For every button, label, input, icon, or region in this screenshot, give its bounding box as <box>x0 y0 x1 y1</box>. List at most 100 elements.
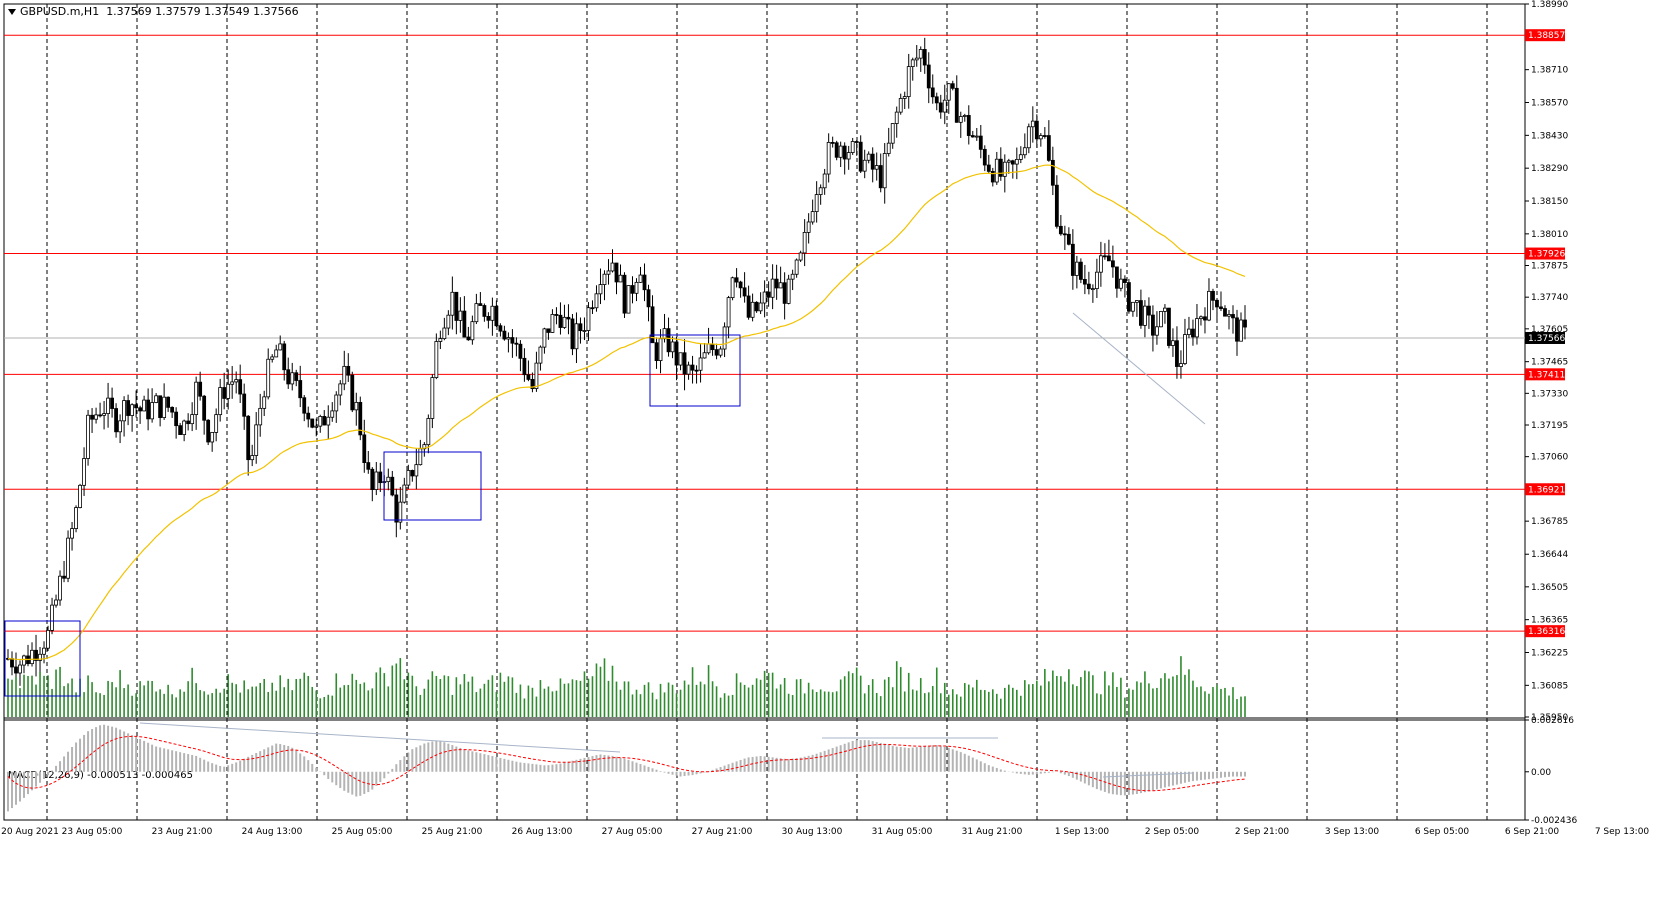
candle-body <box>362 434 367 463</box>
candle-body <box>858 141 863 172</box>
candle-body <box>518 343 523 359</box>
candle-body <box>1207 290 1211 321</box>
candle-body <box>1046 135 1051 161</box>
candle-body <box>298 380 303 399</box>
price-label: 1.37060 <box>1531 453 1568 463</box>
candle-body <box>206 419 211 443</box>
candle-body <box>166 396 171 408</box>
candle-body <box>34 649 38 661</box>
candle-body <box>1006 160 1011 163</box>
candle-body <box>906 66 911 97</box>
candle-body <box>986 164 991 172</box>
candle-body <box>146 399 151 420</box>
candle-body <box>950 83 955 89</box>
candle-body <box>466 336 471 341</box>
candle-body <box>470 321 475 341</box>
candle-body <box>822 173 827 189</box>
time-label: 31 Aug 21:00 <box>962 827 1023 837</box>
candle-body <box>158 395 163 418</box>
candle-body <box>1191 328 1195 338</box>
candle-body <box>694 369 699 372</box>
candle-body <box>498 325 503 332</box>
candle-body <box>946 83 951 101</box>
candle-body <box>406 470 411 486</box>
candle-body <box>1123 278 1127 283</box>
candle-body <box>1235 317 1239 342</box>
candle-body <box>894 111 899 124</box>
candle-body <box>514 342 519 345</box>
macd-signal-line <box>7 735 1246 792</box>
candle-body <box>718 348 723 356</box>
collapse-triangle-icon[interactable] <box>8 9 16 15</box>
candle-body <box>202 395 207 421</box>
candle-body <box>90 414 94 420</box>
candle-body <box>1086 283 1091 290</box>
candle-body <box>14 666 18 674</box>
candle-body <box>930 87 935 98</box>
price-label: 1.37740 <box>1531 293 1568 303</box>
candle-body <box>42 647 46 655</box>
candle-body <box>454 291 459 321</box>
candle-body <box>942 99 947 113</box>
candle-body <box>1054 184 1059 227</box>
candle-body <box>178 425 183 435</box>
candle-body <box>138 407 143 412</box>
candle-body <box>1118 278 1123 289</box>
candle-body <box>1175 340 1179 367</box>
candle-body <box>170 406 175 413</box>
price-label: 1.36225 <box>1531 649 1568 659</box>
time-label: 1 Sep 13:00 <box>1055 827 1110 837</box>
candle-body <box>914 57 919 61</box>
candle-body <box>814 194 819 213</box>
candle-body <box>314 425 319 428</box>
candle-body <box>610 262 615 272</box>
time-label: 24 Aug 13:00 <box>242 827 303 837</box>
candle-body <box>486 315 491 321</box>
candle-body <box>554 314 559 316</box>
candle-body <box>1074 261 1079 276</box>
price-label: 1.36785 <box>1531 517 1568 527</box>
candle-body <box>306 412 311 420</box>
candle-body <box>934 96 939 104</box>
candle-body <box>898 98 903 113</box>
candle-body <box>642 274 647 291</box>
price-label: 1.36644 <box>1531 550 1568 560</box>
price-label: 1.37195 <box>1531 421 1568 431</box>
price-label: 1.37605 <box>1531 325 1568 335</box>
price-label: 1.36365 <box>1531 616 1568 626</box>
annotation-box <box>383 451 482 521</box>
candle-body <box>230 381 235 385</box>
candle-body <box>1034 120 1039 140</box>
candle-body <box>1155 326 1159 336</box>
level-badge <box>1525 625 1565 638</box>
candle-body <box>302 397 307 414</box>
candle-body <box>134 404 139 409</box>
candle-body <box>710 343 715 351</box>
time-label: 26 Aug 13:00 <box>512 827 573 837</box>
candle-body <box>618 274 623 283</box>
candle-body <box>982 148 987 166</box>
candle-body <box>378 471 383 484</box>
candle-body <box>290 372 295 385</box>
candle-body <box>186 420 191 425</box>
candle-body <box>234 379 239 383</box>
candle-body <box>238 379 243 395</box>
candle-body <box>282 343 287 371</box>
candle-body <box>162 396 167 418</box>
candle-body <box>262 396 267 409</box>
candle-body <box>918 49 923 59</box>
candle-body <box>1114 266 1119 289</box>
candle-body <box>1131 301 1135 312</box>
candle-body <box>510 337 515 344</box>
time-label: 27 Aug 21:00 <box>692 827 753 837</box>
candle-body <box>1151 314 1155 336</box>
candle-body <box>74 507 78 529</box>
candle-body <box>370 468 375 490</box>
candle-body <box>418 448 423 466</box>
candle-body <box>550 314 555 333</box>
candle-body <box>622 274 627 314</box>
candle-body <box>522 357 527 376</box>
candle-body <box>50 604 54 631</box>
candle-body <box>410 470 415 477</box>
